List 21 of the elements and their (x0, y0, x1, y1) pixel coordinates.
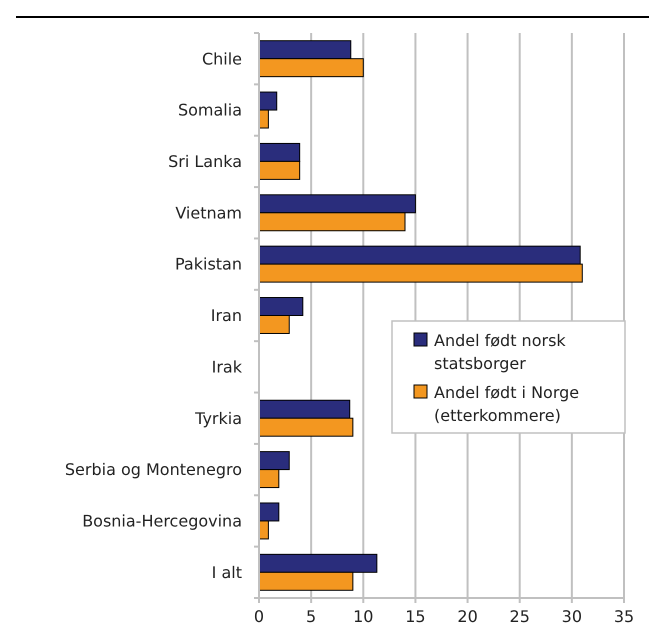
x-tick-label: 15 (405, 607, 426, 626)
legend-label: Andel født norsk statsborger (434, 331, 566, 373)
y-tick-label: Sri Lanka (168, 152, 242, 172)
y-tick-label: I alt (212, 562, 242, 582)
y-tick-label: Vietnam (175, 203, 242, 222)
legend-label: Andel født i Norge (etterkommere) (434, 383, 580, 425)
x-tick-label: 5 (306, 607, 316, 626)
x-tick-label: 0 (254, 607, 264, 626)
x-tick-label: 10 (353, 607, 374, 626)
y-tick-label: Iran (210, 306, 242, 326)
x-tick-label: 20 (457, 607, 478, 626)
y-tick-label: Pakistan (175, 254, 242, 274)
y-tick-label: Serbia og Montenegro (64, 460, 242, 480)
y-tick-label: Chile (202, 49, 242, 68)
y-tick-label: Tyrkia (194, 408, 242, 428)
x-tick-label: 25 (510, 607, 530, 626)
y-tick-label: Somalia (178, 100, 242, 120)
x-tick-label: 35 (614, 607, 634, 626)
y-tick-label: Bosnia-Hercegovina (82, 512, 242, 531)
x-tick-label: 30 (562, 607, 582, 626)
y-tick-label: Irak (212, 357, 243, 376)
